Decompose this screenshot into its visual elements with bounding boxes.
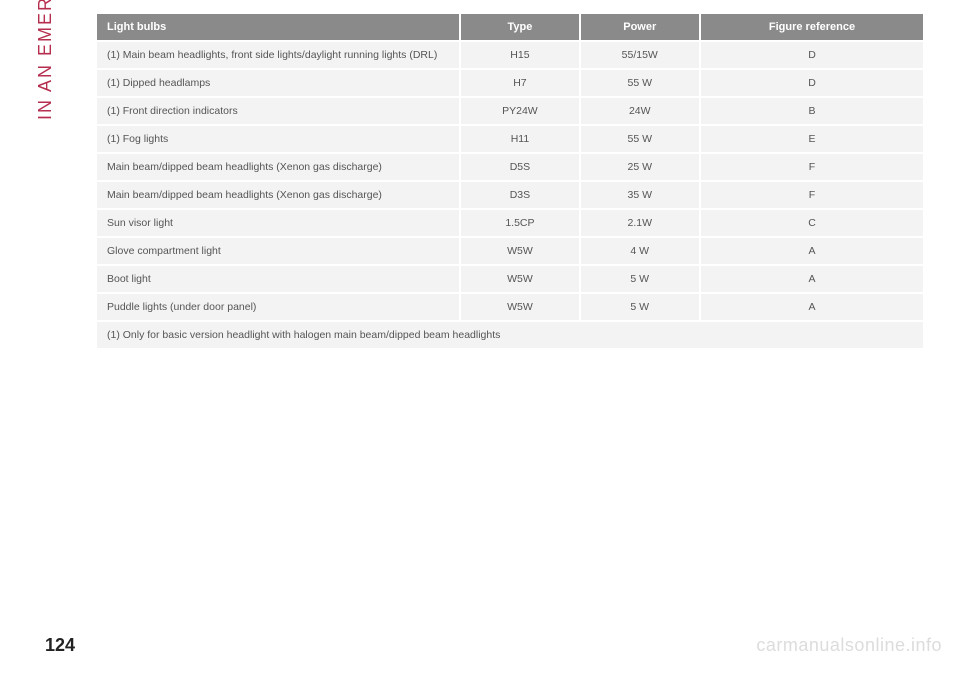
cell: H15 [460, 41, 579, 69]
cell: A [700, 293, 924, 321]
table-body: (1) Main beam headlights, front side lig… [96, 41, 924, 349]
cell: 55/15W [580, 41, 700, 69]
cell: (1) Fog lights [96, 125, 460, 153]
cell: (1) Dipped headlamps [96, 69, 460, 97]
cell: E [700, 125, 924, 153]
cell: D [700, 69, 924, 97]
cell: D3S [460, 181, 579, 209]
cell: 55 W [580, 125, 700, 153]
cell: 35 W [580, 181, 700, 209]
table-footnote-row: (1) Only for basic version headlight wit… [96, 321, 924, 349]
cell: W5W [460, 293, 579, 321]
cell: 55 W [580, 69, 700, 97]
cell: Glove compartment light [96, 237, 460, 265]
table-row: Puddle lights (under door panel) W5W 5 W… [96, 293, 924, 321]
col-header: Light bulbs [96, 13, 460, 41]
cell: 24W [580, 97, 700, 125]
cell: H11 [460, 125, 579, 153]
cell: Main beam/dipped beam headlights (Xenon … [96, 153, 460, 181]
page-content: Light bulbs Type Power Figure reference … [95, 12, 925, 350]
table-row: (1) Main beam headlights, front side lig… [96, 41, 924, 69]
cell: A [700, 237, 924, 265]
table-row: Boot light W5W 5 W A [96, 265, 924, 293]
table-row: Main beam/dipped beam headlights (Xenon … [96, 153, 924, 181]
table-row: (1) Fog lights H11 55 W E [96, 125, 924, 153]
cell: (1) Front direction indicators [96, 97, 460, 125]
footnote-cell: (1) Only for basic version headlight wit… [96, 321, 924, 349]
table-row: (1) Dipped headlamps H7 55 W D [96, 69, 924, 97]
cell: Main beam/dipped beam headlights (Xenon … [96, 181, 460, 209]
col-header: Type [460, 13, 579, 41]
table-row: Sun visor light 1.5CP 2.1W C [96, 209, 924, 237]
cell: A [700, 265, 924, 293]
cell: 1.5CP [460, 209, 579, 237]
bulbs-table: Light bulbs Type Power Figure reference … [95, 12, 925, 350]
cell: PY24W [460, 97, 579, 125]
cell: Puddle lights (under door panel) [96, 293, 460, 321]
cell: 4 W [580, 237, 700, 265]
cell: W5W [460, 237, 579, 265]
cell: F [700, 181, 924, 209]
cell: H7 [460, 69, 579, 97]
table-row: Glove compartment light W5W 4 W A [96, 237, 924, 265]
table-row: (1) Front direction indicators PY24W 24W… [96, 97, 924, 125]
cell: W5W [460, 265, 579, 293]
cell: 2.1W [580, 209, 700, 237]
table-row: Main beam/dipped beam headlights (Xenon … [96, 181, 924, 209]
cell: 25 W [580, 153, 700, 181]
cell: C [700, 209, 924, 237]
table-header-row: Light bulbs Type Power Figure reference [96, 13, 924, 41]
cell: B [700, 97, 924, 125]
cell: (1) Main beam headlights, front side lig… [96, 41, 460, 69]
cell: 5 W [580, 293, 700, 321]
page-number: 124 [45, 635, 75, 656]
cell: Boot light [96, 265, 460, 293]
cell: Sun visor light [96, 209, 460, 237]
cell: F [700, 153, 924, 181]
col-header: Figure reference [700, 13, 924, 41]
cell: D [700, 41, 924, 69]
col-header: Power [580, 13, 700, 41]
section-label: IN AN EMERGENCY [35, 0, 56, 120]
cell: 5 W [580, 265, 700, 293]
watermark: carmanualsonline.info [756, 635, 942, 656]
cell: D5S [460, 153, 579, 181]
